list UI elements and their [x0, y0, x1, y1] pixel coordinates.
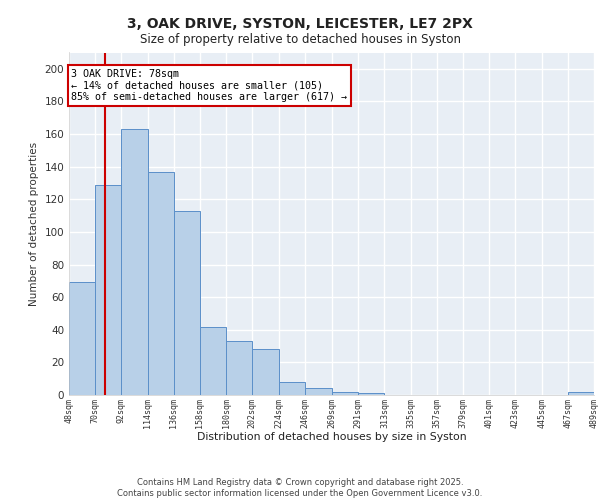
Bar	[305, 388, 332, 395]
Y-axis label: Number of detached properties: Number of detached properties	[29, 142, 39, 306]
Bar	[174, 210, 200, 395]
Bar	[332, 392, 358, 395]
Bar	[253, 350, 278, 395]
Bar	[69, 282, 95, 395]
Bar	[568, 392, 594, 395]
Bar	[278, 382, 305, 395]
Text: Contains HM Land Registry data © Crown copyright and database right 2025.
Contai: Contains HM Land Registry data © Crown c…	[118, 478, 482, 498]
Bar	[148, 172, 174, 395]
Text: Size of property relative to detached houses in Syston: Size of property relative to detached ho…	[139, 32, 461, 46]
Text: 3 OAK DRIVE: 78sqm
← 14% of detached houses are smaller (105)
85% of semi-detach: 3 OAK DRIVE: 78sqm ← 14% of detached hou…	[71, 69, 347, 102]
X-axis label: Distribution of detached houses by size in Syston: Distribution of detached houses by size …	[197, 432, 466, 442]
Text: 3, OAK DRIVE, SYSTON, LEICESTER, LE7 2PX: 3, OAK DRIVE, SYSTON, LEICESTER, LE7 2PX	[127, 18, 473, 32]
Bar	[226, 341, 253, 395]
Bar	[121, 129, 148, 395]
Bar	[200, 326, 226, 395]
Bar	[358, 394, 385, 395]
Bar	[95, 184, 121, 395]
